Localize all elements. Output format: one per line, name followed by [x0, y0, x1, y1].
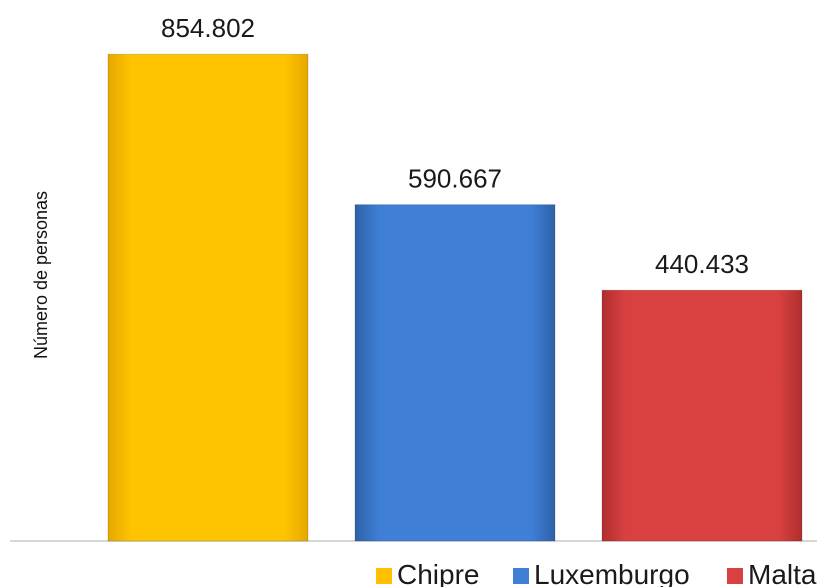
bar-malta	[601, 289, 803, 542]
value-label-malta: 440.433	[655, 249, 749, 279]
legend-swatch-malta	[727, 568, 743, 584]
legend-label-malta: Malta	[748, 559, 817, 587]
legend-swatch-chipre	[376, 568, 392, 584]
legend-swatch-luxemburgo	[513, 568, 529, 584]
value-labels-group: 854.802 590.667 440.433	[161, 13, 749, 279]
value-label-chipre: 854.802	[161, 13, 255, 43]
y-axis-label: Número de personas	[31, 191, 51, 359]
legend: Chipre Luxemburgo Malta	[376, 559, 817, 587]
legend-label-luxemburgo: Luxemburgo	[534, 559, 690, 587]
value-label-luxemburgo: 590.667	[408, 164, 502, 194]
bar-chipre	[107, 53, 309, 542]
legend-label-chipre: Chipre	[397, 559, 479, 587]
bar-luxemburgo	[354, 204, 556, 542]
bars-group	[107, 53, 803, 542]
